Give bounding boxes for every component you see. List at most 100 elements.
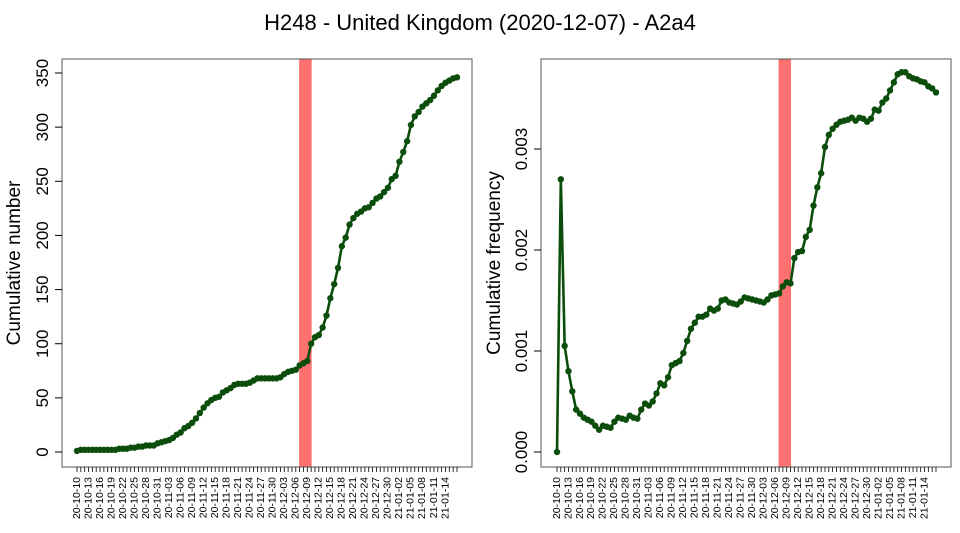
data-point bbox=[396, 158, 403, 165]
y-axis-label: Cumulative number bbox=[4, 180, 25, 345]
x-tick-label: 20-10-31 bbox=[151, 477, 163, 519]
data-point bbox=[588, 418, 595, 425]
series-line bbox=[76, 76, 458, 453]
x-tick-label: 20-12-24 bbox=[359, 477, 371, 519]
data-point bbox=[377, 193, 384, 200]
data-point bbox=[369, 199, 376, 207]
data-point bbox=[902, 69, 909, 76]
data-point bbox=[188, 419, 196, 426]
x-tick-label: 20-12-15 bbox=[803, 477, 815, 519]
x-tick-label: 20-11-24 bbox=[723, 477, 735, 518]
x-tick-label: 20-11-03 bbox=[163, 477, 175, 518]
x-tick-label: 20-12-06 bbox=[769, 477, 781, 519]
x-tick-label: 20-12-30 bbox=[861, 477, 873, 519]
data-point bbox=[595, 426, 603, 433]
x-tick-label: 20-11-03 bbox=[643, 477, 655, 518]
data-point bbox=[660, 382, 668, 389]
x-tick-label: 20-11-27 bbox=[255, 477, 267, 518]
data-point bbox=[921, 79, 928, 86]
x-tick-label: 20-11-30 bbox=[746, 477, 758, 518]
data-point bbox=[415, 108, 422, 116]
data-point bbox=[553, 448, 561, 456]
x-tick-label: 20-10-10 bbox=[71, 477, 83, 519]
data-point bbox=[814, 184, 821, 191]
data-point bbox=[890, 79, 898, 86]
data-point bbox=[200, 404, 207, 411]
data-point bbox=[798, 247, 806, 255]
data-point bbox=[687, 325, 695, 332]
x-tick-label: 20-12-21 bbox=[347, 477, 359, 519]
data-point bbox=[334, 264, 342, 272]
data-point bbox=[607, 424, 614, 431]
y-tick-label: 50 bbox=[33, 388, 52, 407]
y-tick-label: 0 bbox=[33, 447, 52, 456]
y-tick-label: 100 bbox=[33, 330, 52, 358]
data-point bbox=[307, 340, 315, 347]
data-point bbox=[611, 418, 618, 425]
x-tick-label: 20-12-27 bbox=[849, 477, 861, 519]
x-tick-label: 21-01-02 bbox=[393, 477, 405, 519]
data-point bbox=[703, 311, 710, 318]
x-tick-label: 20-10-13 bbox=[82, 477, 94, 519]
page-title: H248 - United Kingdom (2020-12-07) - A2a… bbox=[264, 10, 696, 35]
right-panel-cumulative-frequency: 0.000 0.001 0.002 0.003 Cumulative frequency… bbox=[484, 58, 952, 519]
data-point bbox=[215, 393, 223, 400]
x-tick-label: 20-10-19 bbox=[105, 477, 117, 519]
data-point bbox=[400, 148, 407, 156]
x-tick-label: 21-01-08 bbox=[895, 477, 907, 519]
data-point bbox=[806, 226, 813, 233]
data-point bbox=[403, 138, 411, 145]
x-tick-label: 20-11-15 bbox=[209, 477, 221, 518]
data-point bbox=[622, 416, 630, 423]
data-point bbox=[691, 319, 699, 326]
x-tick-label: 20-11-06 bbox=[654, 477, 666, 518]
data-point bbox=[829, 125, 836, 132]
x-tick-label: 20-11-30 bbox=[267, 477, 279, 518]
data-point bbox=[304, 357, 311, 365]
highlight-band bbox=[778, 59, 792, 467]
highlight-band bbox=[299, 59, 312, 467]
left-panel-cumulative-number: 0 50 100 150 200 250 300 350 Cumulative number 20… bbox=[4, 58, 473, 519]
x-tick-label: 20-12-15 bbox=[324, 477, 336, 519]
y-tick-label: 300 bbox=[33, 113, 52, 141]
data-point bbox=[407, 121, 415, 129]
x-tick-label: 20-10-28 bbox=[140, 477, 152, 519]
data-point bbox=[821, 143, 829, 151]
data-point bbox=[177, 429, 184, 436]
data-point bbox=[323, 312, 330, 319]
data-point bbox=[327, 295, 334, 302]
x-tick-label: 20-12-03 bbox=[278, 477, 290, 519]
data-point bbox=[817, 170, 825, 177]
data-point bbox=[430, 92, 438, 99]
data-point bbox=[453, 74, 461, 81]
x-tick-label: 20-10-16 bbox=[94, 477, 106, 519]
data-point bbox=[779, 283, 787, 290]
x-tick-label: 20-12-09 bbox=[780, 477, 792, 519]
x-tick-label: 20-11-12 bbox=[197, 477, 209, 518]
plot-frame bbox=[540, 58, 952, 468]
x-tick-label: 20-11-09 bbox=[666, 477, 678, 518]
x-tick-label: 21-01-11 bbox=[428, 477, 440, 518]
x-tick-label: 20-12-03 bbox=[758, 477, 770, 519]
y-tick-label: 350 bbox=[33, 59, 52, 87]
x-tick-label: 20-11-18 bbox=[700, 477, 712, 518]
data-point bbox=[649, 398, 656, 405]
x-tick-label: 20-12-12 bbox=[313, 477, 325, 519]
data-point bbox=[634, 415, 641, 422]
x-tick-label: 20-12-27 bbox=[370, 477, 382, 519]
data-point bbox=[338, 243, 346, 250]
data-point bbox=[638, 406, 645, 413]
x-tick-label: 21-01-05 bbox=[884, 477, 896, 519]
y-tick-label: 0.001 bbox=[512, 330, 531, 373]
x-tick-label: 20-12-30 bbox=[382, 477, 394, 519]
x-tick-label: 20-11-09 bbox=[186, 477, 198, 518]
data-point bbox=[576, 410, 584, 417]
data-point bbox=[196, 409, 204, 417]
x-tick-label: 20-12-09 bbox=[301, 477, 313, 519]
data-point bbox=[928, 85, 936, 92]
data-point bbox=[411, 113, 418, 120]
data-point bbox=[764, 296, 771, 303]
x-tick-label: 20-10-22 bbox=[117, 477, 129, 519]
x-tick-label: 21-01-14 bbox=[439, 477, 451, 519]
